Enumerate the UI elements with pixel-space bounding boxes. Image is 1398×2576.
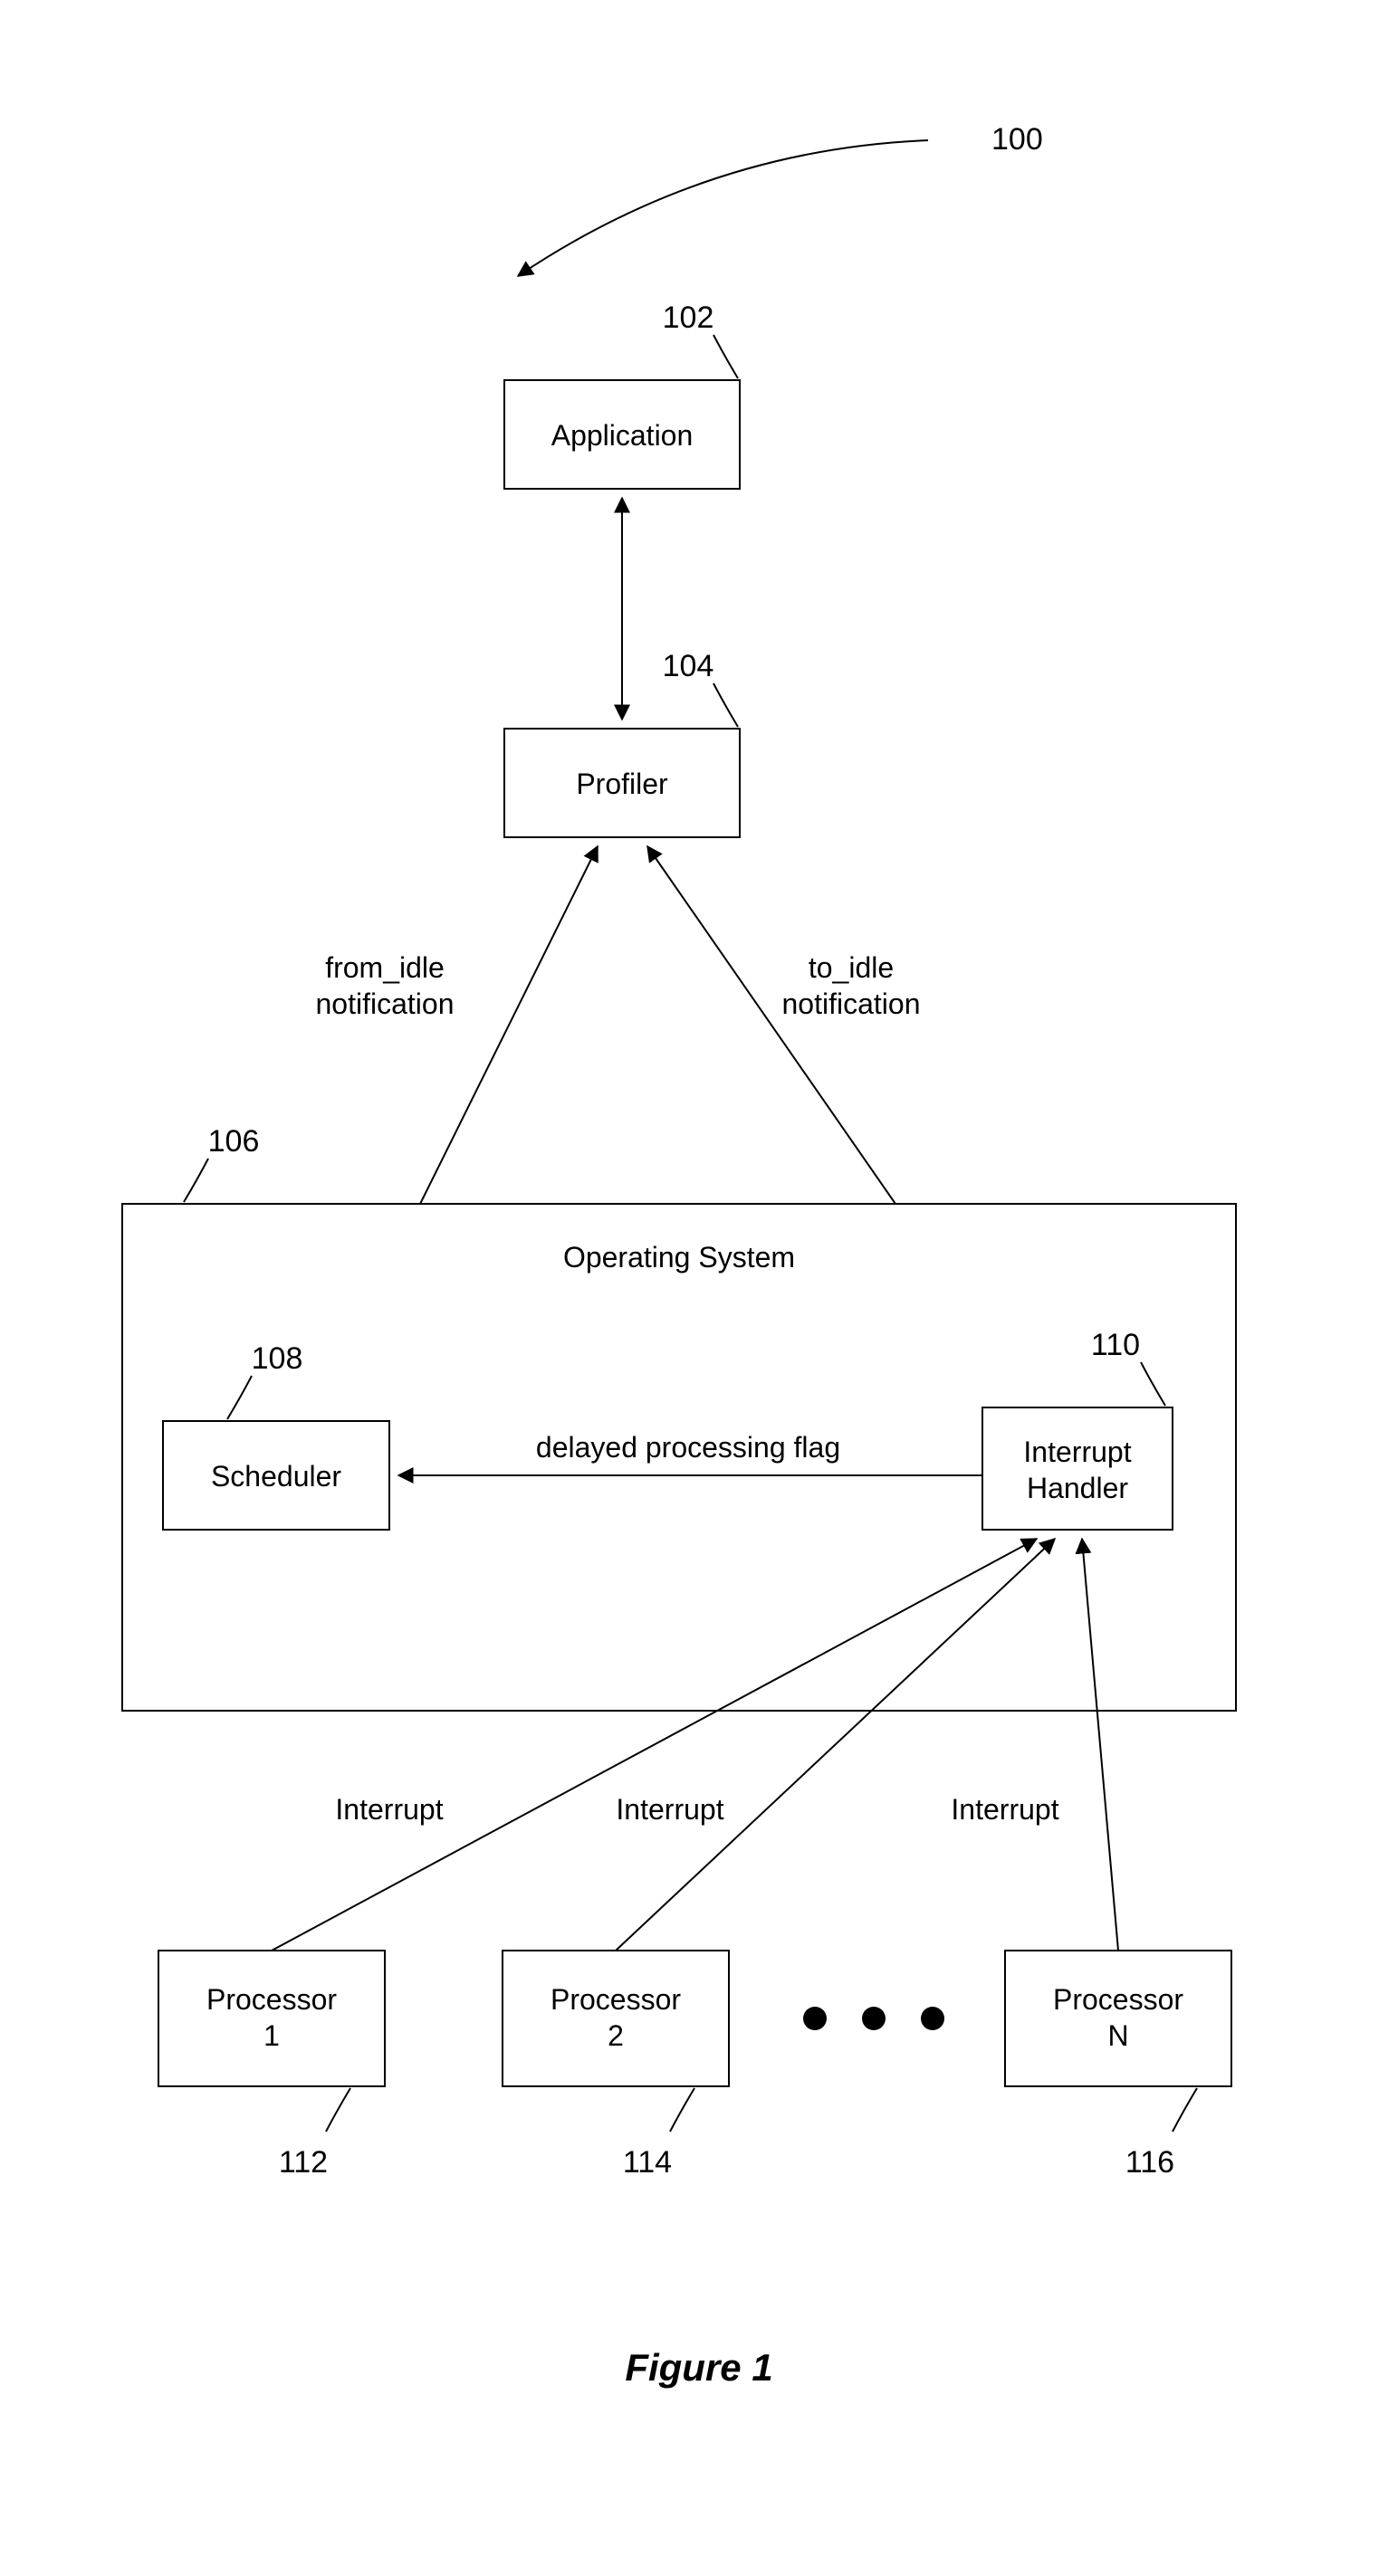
ref-procN: 116 (1125, 2145, 1174, 2180)
to-idle-label-1: to_idle (809, 951, 894, 984)
ref-system-arrow: 100 (518, 122, 1043, 276)
procN-node: Processor N 116 (1005, 1951, 1231, 2180)
profiler-label: Profiler (576, 768, 668, 800)
procN-label-1: Processor (1053, 1983, 1183, 2016)
os-label: Operating System (563, 1241, 795, 1274)
ref-handler: 110 (1091, 1328, 1140, 1362)
procN-label-2: N (1107, 2019, 1128, 2052)
delayed-label: delayed processing flag (536, 1431, 840, 1464)
proc1-node: Processor 1 112 (158, 1951, 385, 2180)
scheduler-label: Scheduler (211, 1460, 341, 1493)
ref-scheduler: 108 (252, 1341, 303, 1376)
interrupt-label-2: Interrupt (616, 1793, 723, 1826)
proc1-label-1: Processor (206, 1983, 337, 2016)
from-idle-label-2: notification (316, 987, 455, 1020)
application-node: Application 102 (504, 301, 740, 489)
ref-proc1: 112 (279, 2145, 328, 2180)
ref-system: 100 (991, 122, 1043, 157)
ref-proc2: 114 (623, 2145, 672, 2180)
ref-application: 102 (663, 301, 714, 335)
handler-label-2: Handler (1027, 1472, 1128, 1504)
ref-profiler: 104 (663, 649, 714, 683)
ellipsis (803, 2007, 944, 2030)
proc2-label-1: Processor (551, 1983, 681, 2016)
application-label: Application (551, 419, 694, 452)
proc2-label-2: 2 (608, 2019, 624, 2052)
interrupt-label-1: Interrupt (335, 1793, 443, 1826)
proc1-label-2: 1 (263, 2019, 280, 2052)
to-idle-label-2: notification (782, 987, 921, 1020)
handler-label-1: Interrupt (1023, 1436, 1131, 1468)
interrupt-label-n: Interrupt (951, 1793, 1058, 1826)
ref-os: 106 (208, 1124, 260, 1159)
from-idle-label-1: from_idle (325, 951, 445, 984)
proc2-node: Processor 2 114 (503, 1951, 729, 2180)
figure-caption: Figure 1 (625, 2346, 772, 2389)
